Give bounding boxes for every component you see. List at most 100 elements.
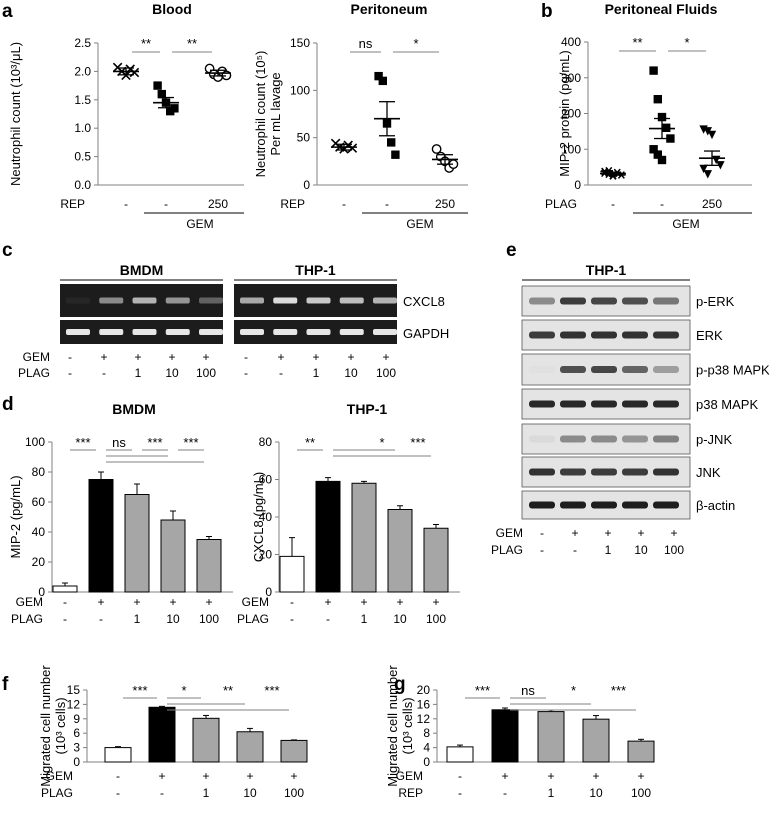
data-group [153,81,179,116]
gel-band [373,329,397,335]
blot-band [622,331,648,339]
gel-band [165,329,190,335]
data-point [703,170,712,179]
blot-band [529,400,555,408]
condition-label: - [385,197,389,211]
condition-label: - [290,595,294,609]
gel-row-label: CXCL8 [403,294,445,309]
condition-label: + [547,769,554,783]
significance-label: *** [475,683,490,698]
data-group [112,62,140,81]
data-point [649,66,658,75]
y-tick-label: 50 [297,131,311,145]
y-tick-label: 40 [259,510,273,524]
y-tick-label: 80 [259,435,273,449]
y-tick-label: 0 [265,585,272,599]
blot-band [653,297,679,305]
condition-label: 100 [426,612,446,626]
charts-layer: Blood 0.0 0.5 1.0 1.5 2.0 2.5 Neutrophil count … [8,1,752,800]
data-point [129,67,140,78]
panel-labels: a b c d e f g [2,1,553,695]
gel-band [240,329,264,335]
y-tick-label: 8 [423,726,430,740]
data-point [703,127,712,136]
significance-label: ns [112,435,126,450]
condition-label: 1 [361,612,368,626]
bar [351,482,377,593]
blot-band [529,366,555,373]
condition-label: - [68,350,72,364]
blot-title: THP-1 [586,262,627,278]
condition-label: - [102,366,106,380]
significance-label: ns [359,36,373,51]
y-tick-label: 12 [417,712,431,726]
y-axis-label: Neutrophil count (10⁵) [253,51,268,178]
bar [627,740,655,763]
y-tick-label: 0.5 [74,150,91,164]
y-tick-label: 100 [561,142,581,156]
blot-row-label: β-actin [696,498,735,513]
condition-label: - [326,612,330,626]
condition-label: - [63,612,67,626]
significance-label: * [181,683,186,698]
condition-label: 10 [634,543,648,557]
data-point [170,104,179,113]
condition-label: 100 [284,786,304,800]
data-group [699,125,725,179]
significance-label: *** [264,683,279,698]
bar [491,709,519,763]
panel-label-c: c [2,240,13,261]
gel-row-label: GAPDH [403,326,449,341]
condition-label: 100 [199,612,219,626]
blot-band [653,400,679,408]
significance-label: ** [187,36,197,51]
condition-label: 10 [166,612,180,626]
y-tick-label: 400 [561,35,581,49]
y-tick-label: 60 [259,473,273,487]
significance-label: * [571,683,576,698]
condition-label: 250 [208,197,228,211]
condition-label: + [592,769,599,783]
condition-label: 10 [589,786,603,800]
significance-label: * [379,435,384,450]
condition-label: + [670,526,677,540]
gel-band [66,329,90,335]
blot-band [622,468,648,476]
y-axis-label: Migrated cell number [38,665,53,787]
condition-row-label: PLAG [545,197,577,211]
data-group [649,66,675,165]
data-point [707,130,717,140]
significance-label: *** [183,435,198,450]
condition-label: + [202,769,209,783]
condition-row-label: REP [280,197,305,211]
condition-label: 250 [435,197,455,211]
y-tick-label: 3 [73,741,80,755]
y-tick-label: 0 [38,585,45,599]
blot-band [560,435,586,443]
bar [537,711,565,763]
condition-label: - [116,786,120,800]
significance-label: * [413,36,418,51]
bar [148,706,176,763]
panel-label-d: d [2,394,14,415]
data-group [431,144,459,173]
condition-label: + [571,526,578,540]
condition-row-label: GEM [396,769,423,783]
gel-band [132,329,157,335]
significance-label: ns [521,683,535,698]
y-tick-label: 0.0 [74,178,91,192]
data-point [157,89,166,99]
gel-band [99,297,124,304]
blot-band [529,501,555,509]
condition-label: - [342,197,346,211]
blot-band [529,468,555,476]
blot-row-label: p-ERK [696,294,735,309]
y-tick-label: 9 [73,712,80,726]
y-tick-label: 1.0 [74,121,91,135]
y-tick-label: 100 [290,83,310,97]
blot-band [591,468,617,476]
data-point [657,112,667,122]
condition-row-label: PLAG [11,612,43,626]
gem-group-label: GEM [186,217,213,231]
